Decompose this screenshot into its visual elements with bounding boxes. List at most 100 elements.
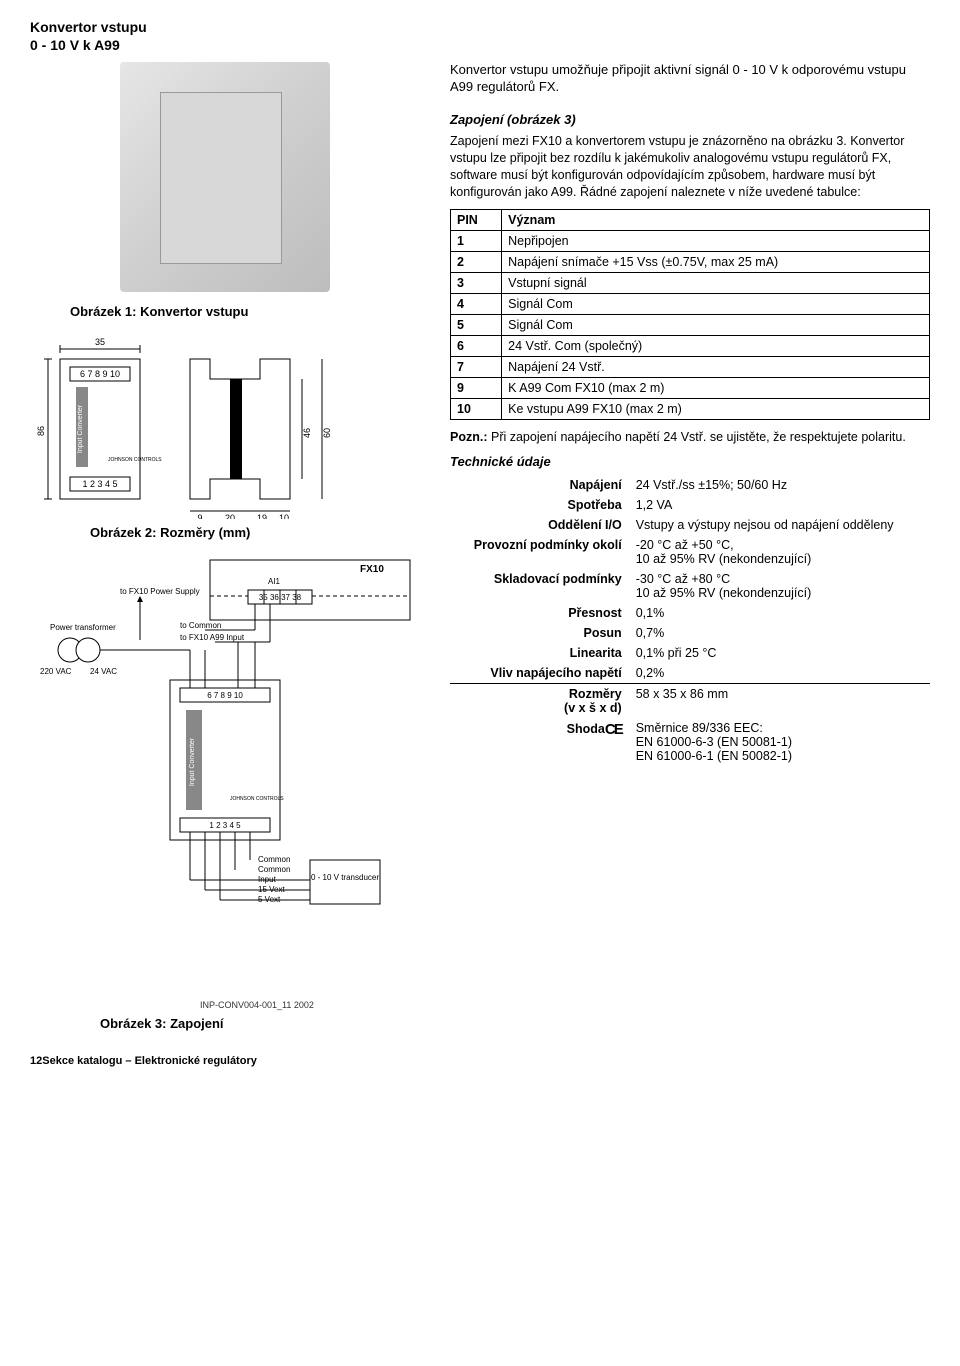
spec-key: Skladovací podmínky [450, 569, 632, 603]
figure3-caption: Obrázek 3: Zapojení [100, 1016, 420, 1031]
svg-text:JOHNSON CONTROLS: JOHNSON CONTROLS [108, 457, 162, 463]
svg-text:to FX10 A99 Input: to FX10 A99 Input [180, 633, 245, 642]
table-row: 3Vstupní signál [451, 272, 930, 293]
svg-text:AI1: AI1 [268, 577, 281, 586]
spec-key: Provozní podmínky okolí [450, 535, 632, 569]
spec-value: 0,1% při 25 °C [632, 643, 930, 663]
meaning-cell: Signál Com [502, 314, 930, 335]
spec-table: Napájení24 Vstř./ss ±15%; 50/60 HzSpotře… [450, 475, 930, 766]
spec-value: -20 °C až +50 °C, 10 až 95% RV (nekonden… [632, 535, 930, 569]
footer-page: 12 [30, 1055, 42, 1067]
meaning-cell: 24 Vstř. Com (společný) [502, 335, 930, 356]
pin-cell: 1 [451, 230, 502, 251]
note-text: Při zapojení napájecího napětí 24 Vstř. … [491, 430, 906, 444]
ce-mark-icon: CE [605, 721, 622, 738]
pin-cell: 10 [451, 398, 502, 419]
svg-text:35 36 37 38: 35 36 37 38 [259, 593, 302, 602]
pin-cell: 4 [451, 293, 502, 314]
zapojeni-body: Zapojení mezi FX10 a konvertorem vstupu … [450, 133, 930, 201]
product-photo [120, 62, 330, 292]
table-row: 2Napájení snímače +15 Vss (±0.75V, max 2… [451, 251, 930, 272]
pin-cell: 9 [451, 377, 502, 398]
meaning-cell: Vstupní signál [502, 272, 930, 293]
spec-row: Shoda CESměrnice 89/336 EEC: EN 61000-6-… [450, 718, 930, 766]
spec-value: -30 °C až +80 °C 10 až 95% RV (nekondenz… [632, 569, 930, 603]
svg-text:to Common: to Common [180, 621, 221, 630]
left-column: Obrázek 1: Konvertor vstupu 6 7 8 9 10 1… [30, 62, 420, 1031]
svg-text:Input Converter: Input Converter [77, 405, 84, 454]
svg-text:10: 10 [279, 513, 289, 519]
spec-row: Přesnost0,1% [450, 603, 930, 623]
title-line1: Konvertor vstupu [30, 19, 147, 35]
svg-text:86: 86 [36, 426, 46, 436]
svg-text:1 2 3 4 5: 1 2 3 4 5 [209, 821, 241, 830]
footer: 12Sekce katalogu – Elektronické reguláto… [30, 1055, 930, 1067]
meaning-cell: K A99 Com FX10 (max 2 m) [502, 377, 930, 398]
figure2-caption: Obrázek 2: Rozměry (mm) [90, 525, 420, 540]
spec-value: 0,7% [632, 623, 930, 643]
table-row: 5Signál Com [451, 314, 930, 335]
pin-cell: 7 [451, 356, 502, 377]
svg-text:19: 19 [257, 513, 267, 519]
svg-text:35: 35 [95, 337, 105, 347]
svg-text:24 VAC: 24 VAC [90, 667, 117, 676]
spec-key: Vliv napájecího napětí [450, 663, 632, 684]
pin-cell: 2 [451, 251, 502, 272]
svg-text:to FX10 Power Supply: to FX10 Power Supply [120, 587, 200, 596]
table-row: 4Signál Com [451, 293, 930, 314]
spec-value: 24 Vstř./ss ±15%; 50/60 Hz [632, 475, 930, 495]
svg-text:6 7 8 9 10: 6 7 8 9 10 [80, 369, 120, 379]
spec-key: Linearita [450, 643, 632, 663]
table-row: 7Napájení 24 Vstř. [451, 356, 930, 377]
spec-value: 0,2% [632, 663, 930, 684]
spec-row: Rozměry (v x š x d)58 x 35 x 86 mm [450, 683, 930, 718]
meaning-cell: Signál Com [502, 293, 930, 314]
footer-section: Sekce katalogu – Elektronické regulátory [42, 1055, 257, 1067]
page: Konvertor vstupu 0 - 10 V k A99 Obrázek … [0, 0, 960, 1077]
meaning-cell: Nepřipojen [502, 230, 930, 251]
spec-row: Posun0,7% [450, 623, 930, 643]
svg-text:1 2 3 4 5: 1 2 3 4 5 [82, 479, 117, 489]
spec-value: 1,2 VA [632, 495, 930, 515]
pin-cell: 6 [451, 335, 502, 356]
meaning-cell: Ke vstupu A99 FX10 (max 2 m) [502, 398, 930, 419]
intro-text: Konvertor vstupu umožňuje připojit aktiv… [450, 62, 930, 96]
table-row: 624 Vstř. Com (společný) [451, 335, 930, 356]
spec-value: Směrnice 89/336 EEC: EN 61000-6-3 (EN 50… [632, 718, 930, 766]
pin-header-meaning: Význam [502, 209, 930, 230]
svg-text:Common: Common [258, 865, 290, 874]
spec-row: Provozní podmínky okolí-20 °C až +50 °C,… [450, 535, 930, 569]
svg-text:FX10: FX10 [360, 564, 384, 575]
svg-text:Common: Common [258, 855, 290, 864]
table-row: 9K A99 Com FX10 (max 2 m) [451, 377, 930, 398]
spec-value: 58 x 35 x 86 mm [632, 683, 930, 718]
svg-text:Power transformer: Power transformer [50, 623, 116, 632]
svg-text:Input Converter: Input Converter [189, 738, 196, 787]
figure3-diagram: FX10 AI1 35 36 37 38 220 VAC 24 VAC Powe… [30, 550, 420, 920]
note-label: Pozn.: [450, 430, 488, 444]
spec-row: Oddělení I/OVstupy a výstupy nejsou od n… [450, 515, 930, 535]
title-line2: 0 - 10 V k A99 [30, 37, 120, 53]
meaning-cell: Napájení snímače +15 Vss (±0.75V, max 25… [502, 251, 930, 272]
pin-table: PIN Význam 1Nepřipojen2Napájení snímače … [450, 209, 930, 420]
pin-cell: 3 [451, 272, 502, 293]
figure2-diagram: 6 7 8 9 10 1 2 3 4 5 Input Converter JOH… [30, 329, 420, 519]
meaning-cell: Napájení 24 Vstř. [502, 356, 930, 377]
svg-text:20: 20 [225, 513, 235, 519]
spec-key: Posun [450, 623, 632, 643]
spec-row: Skladovací podmínky-30 °C až +80 °C 10 a… [450, 569, 930, 603]
spec-key: Shoda CE [450, 718, 632, 766]
spec-row: Spotřeba1,2 VA [450, 495, 930, 515]
spec-row: Linearita0,1% při 25 °C [450, 643, 930, 663]
svg-text:46: 46 [302, 428, 312, 438]
table-row: 1Nepřipojen [451, 230, 930, 251]
spec-row: Napájení24 Vstř./ss ±15%; 50/60 Hz [450, 475, 930, 495]
svg-text:9: 9 [197, 513, 202, 519]
right-column: Konvertor vstupu umožňuje připojit aktiv… [450, 62, 930, 1031]
spec-value: Vstupy a výstupy nejsou od napájení oddě… [632, 515, 930, 535]
spec-key: Oddělení I/O [450, 515, 632, 535]
spec-key: Napájení [450, 475, 632, 495]
spec-key: Rozměry (v x š x d) [450, 683, 632, 718]
figure1-caption: Obrázek 1: Konvertor vstupu [70, 304, 420, 319]
two-column-layout: Obrázek 1: Konvertor vstupu 6 7 8 9 10 1… [30, 62, 930, 1031]
